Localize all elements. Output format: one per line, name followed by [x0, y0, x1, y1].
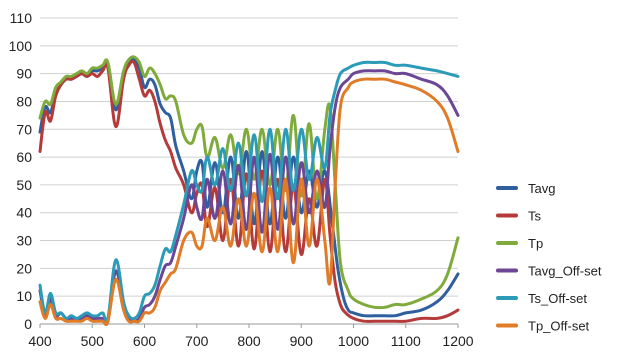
x-tick-label: 600: [133, 333, 157, 349]
x-tick-label: 800: [237, 333, 261, 349]
x-tick-label: 700: [185, 333, 209, 349]
y-tick-label: 100: [9, 38, 33, 54]
x-tick-label: 900: [290, 333, 314, 349]
x-tick-label: 400: [28, 333, 52, 349]
series-line-tavg: [38, 57, 460, 318]
series-line-ts-off-set: [38, 60, 460, 324]
y-tick-label: 30: [16, 233, 32, 249]
legend-label: Ts_Off-set: [528, 291, 587, 306]
y-tick-label: 60: [16, 149, 32, 165]
y-tick-label: 80: [16, 93, 32, 109]
legend-label: Tp_Off-set: [528, 319, 590, 334]
legend-label: Tavg: [528, 181, 555, 196]
x-tick-label: 1100: [391, 333, 421, 349]
x-tick-label: 500: [81, 333, 105, 349]
y-tick-label: 40: [16, 205, 32, 221]
y-tick-label: 90: [16, 66, 32, 82]
y-tick-label: 110: [10, 10, 33, 26]
y-tick-label: 10: [16, 288, 32, 304]
series-lines: [38, 55, 460, 326]
x-tick-label: 1200: [442, 333, 473, 349]
legend-label: Tp: [528, 236, 543, 251]
legend: Tavg Ts Tp Tavg_Off-set Ts_Off-set Tp_Off-set: [496, 181, 602, 334]
series-line-ts: [38, 59, 460, 323]
y-tick-label: 50: [16, 177, 32, 193]
legend-label: Ts: [528, 209, 542, 224]
legend-label: Tavg_Off-set: [528, 264, 602, 279]
x-tick-label: 1000: [338, 333, 369, 349]
axes: [39, 323, 459, 328]
series-line-tavg-off-set: [38, 69, 460, 326]
y-tick-label: 20: [16, 260, 32, 276]
y-tick-label: 70: [16, 121, 32, 137]
y-tick-label: 0: [24, 316, 32, 332]
tick-labels: 0 10 20 30 40 50 60 70 80 90 100 110 400 500 600 700 800…: [9, 10, 474, 349]
series-line-tp-off-set: [38, 77, 460, 326]
